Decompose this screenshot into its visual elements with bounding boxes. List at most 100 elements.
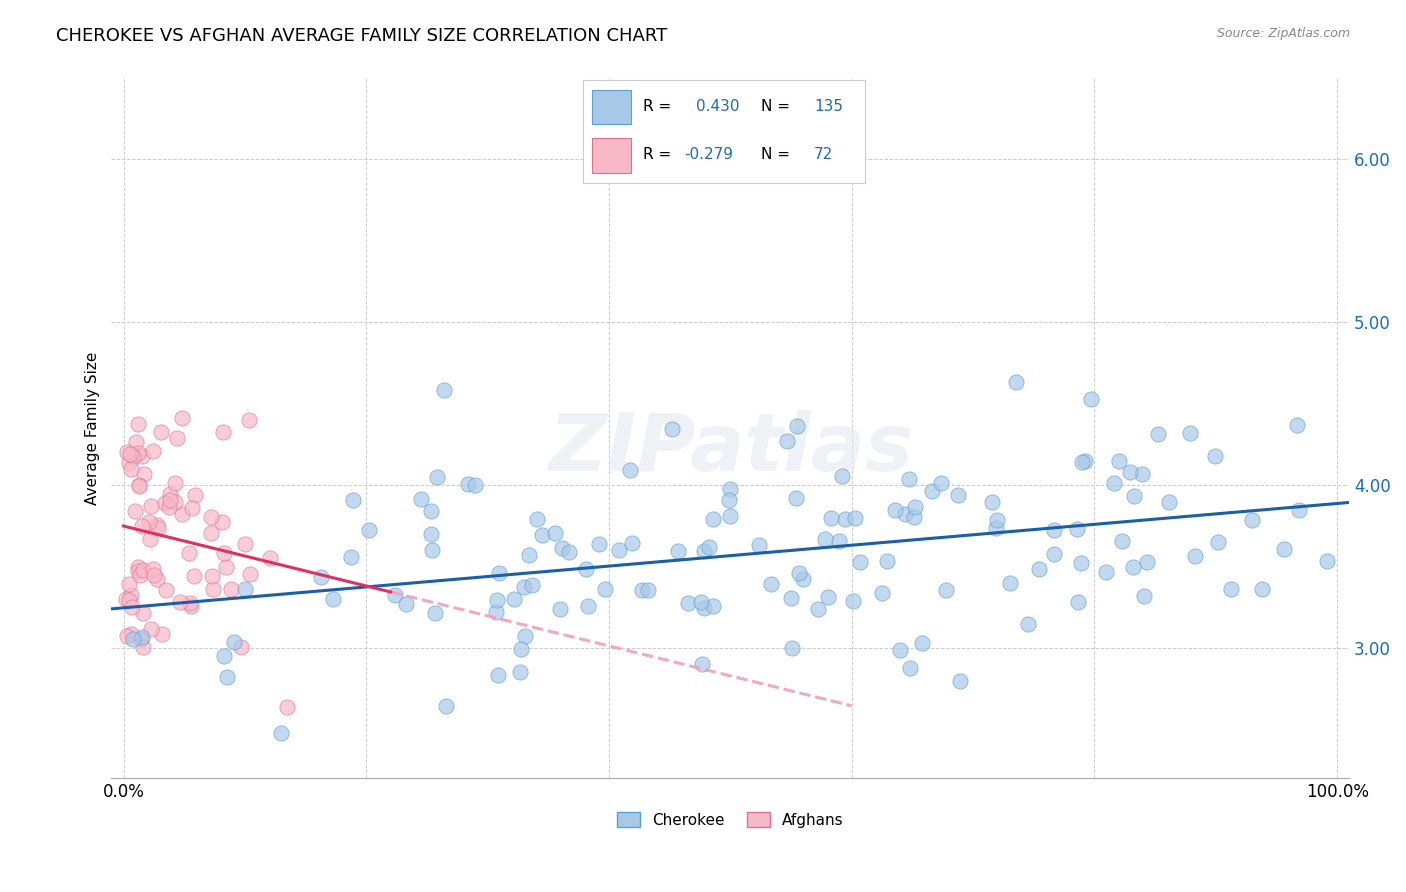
- Point: [183, 569, 205, 583]
- Point: [141, 622, 163, 636]
- Point: [485, 605, 508, 619]
- Point: [419, 504, 441, 518]
- Point: [124, 503, 146, 517]
- Point: [159, 487, 181, 501]
- Point: [181, 500, 204, 515]
- Point: [150, 627, 173, 641]
- Point: [1043, 523, 1066, 537]
- Y-axis label: Average Family Size: Average Family Size: [86, 351, 100, 505]
- Point: [1288, 503, 1310, 517]
- Point: [1241, 513, 1264, 527]
- Point: [986, 521, 1008, 535]
- Point: [1071, 455, 1094, 469]
- Point: [127, 446, 149, 460]
- Point: [115, 445, 138, 459]
- Point: [129, 632, 152, 646]
- Text: N =: N =: [761, 146, 790, 161]
- Point: [142, 568, 165, 582]
- Text: Source: ZipAtlas.com: Source: ZipAtlas.com: [1216, 27, 1350, 40]
- Point: [115, 629, 138, 643]
- Text: 72: 72: [814, 146, 834, 161]
- Point: [575, 562, 598, 576]
- Point: [169, 595, 191, 609]
- Point: [1130, 467, 1153, 482]
- Point: [903, 500, 925, 514]
- Point: [785, 491, 807, 505]
- Point: [322, 592, 344, 607]
- Point: [1184, 549, 1206, 563]
- Point: [510, 642, 533, 657]
- Point: [548, 601, 571, 615]
- Point: [678, 596, 700, 610]
- Point: [817, 591, 839, 605]
- Point: [127, 564, 149, 578]
- Point: [201, 568, 224, 582]
- Point: [702, 599, 724, 613]
- Point: [146, 518, 169, 533]
- Point: [786, 419, 808, 434]
- Point: [526, 512, 548, 526]
- Point: [131, 450, 153, 464]
- Point: [1070, 556, 1092, 570]
- Point: [1074, 454, 1097, 468]
- Text: R =: R =: [643, 146, 671, 161]
- Point: [118, 577, 141, 591]
- Point: [522, 578, 544, 592]
- Point: [1204, 449, 1226, 463]
- Point: [457, 476, 479, 491]
- Point: [884, 503, 907, 517]
- Point: [127, 417, 149, 432]
- Point: [692, 601, 714, 615]
- Point: [637, 582, 659, 597]
- Point: [897, 472, 920, 486]
- Point: [1316, 554, 1339, 568]
- Point: [668, 544, 690, 558]
- Point: [139, 532, 162, 546]
- Point: [215, 560, 238, 574]
- Point: [935, 582, 957, 597]
- Point: [434, 698, 457, 713]
- Legend: Cherokee, Afghans: Cherokee, Afghans: [610, 805, 851, 834]
- Point: [1108, 453, 1130, 467]
- Point: [270, 726, 292, 740]
- Point: [146, 521, 169, 535]
- Point: [1095, 566, 1118, 580]
- Point: [180, 599, 202, 613]
- Point: [214, 546, 236, 560]
- Point: [128, 479, 150, 493]
- Point: [780, 640, 803, 655]
- Text: 135: 135: [814, 99, 844, 114]
- Point: [120, 626, 142, 640]
- Point: [184, 488, 207, 502]
- Point: [118, 456, 141, 470]
- Text: ZIPatlas: ZIPatlas: [548, 409, 912, 488]
- Point: [420, 526, 443, 541]
- Point: [1133, 589, 1156, 603]
- Point: [259, 551, 281, 566]
- Point: [212, 648, 235, 663]
- Point: [229, 640, 252, 655]
- Point: [1123, 489, 1146, 503]
- Point: [233, 537, 256, 551]
- Point: [911, 636, 934, 650]
- Point: [239, 566, 262, 581]
- Point: [661, 422, 683, 436]
- Point: [842, 594, 865, 608]
- Point: [179, 596, 201, 610]
- Point: [792, 573, 814, 587]
- Point: [309, 570, 332, 584]
- Point: [986, 513, 1008, 527]
- Point: [131, 519, 153, 533]
- Point: [779, 591, 801, 606]
- Point: [849, 555, 872, 569]
- Point: [517, 548, 540, 562]
- Point: [142, 444, 165, 458]
- Point: [1147, 426, 1170, 441]
- Point: [139, 499, 162, 513]
- Point: [488, 566, 510, 581]
- Point: [1219, 582, 1241, 596]
- Point: [503, 592, 526, 607]
- Point: [1272, 541, 1295, 556]
- Point: [486, 668, 509, 682]
- Point: [558, 545, 581, 559]
